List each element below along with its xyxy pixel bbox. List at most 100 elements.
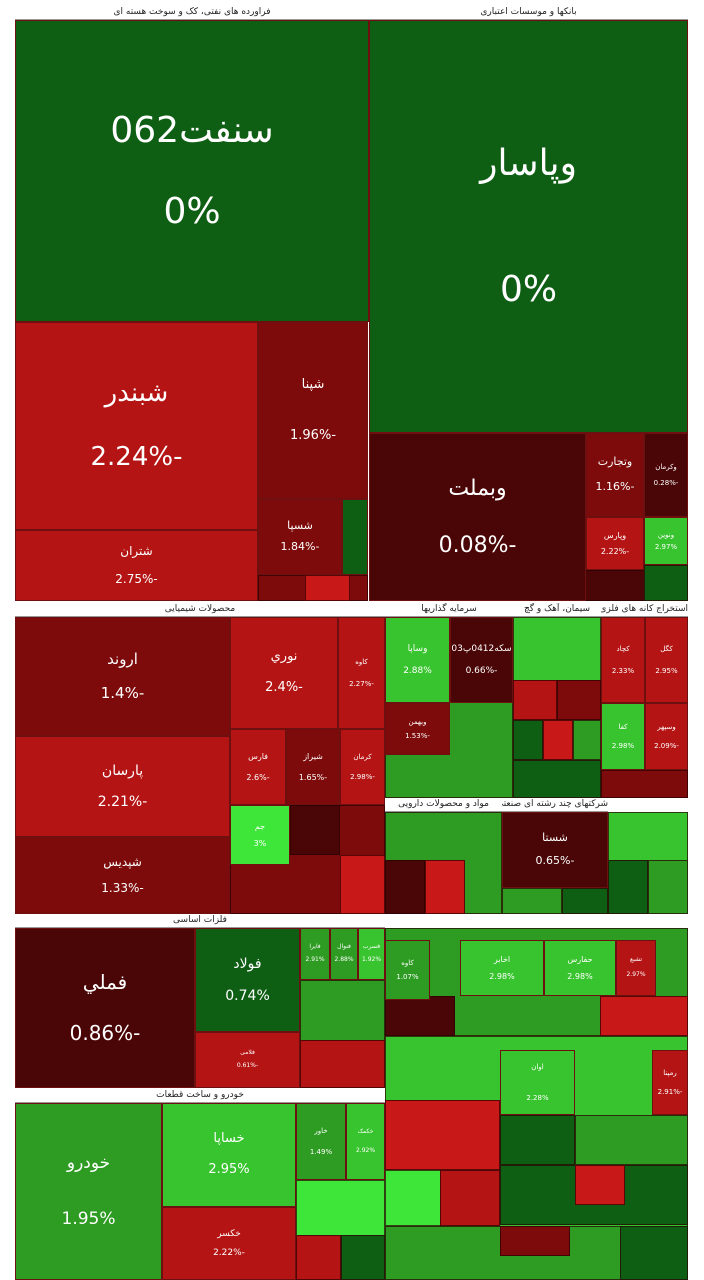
stock-tile[interactable]: خکمک 2.92% bbox=[346, 1103, 385, 1180]
stock-tile[interactable]: وساپا 2.88% bbox=[385, 617, 450, 703]
stock-tile[interactable]: فولاد 0.74% bbox=[195, 928, 300, 1032]
stock-change: 2.91% bbox=[305, 956, 325, 963]
stock-symbol: کفا bbox=[618, 723, 628, 732]
stock-change: -2.6% bbox=[246, 773, 270, 782]
stock-tile[interactable]: حفارس 2.98% bbox=[544, 940, 616, 996]
stock-change: 0.74% bbox=[225, 988, 270, 1004]
stock-change: 0% bbox=[499, 269, 558, 310]
stock-change: -1.33% bbox=[101, 880, 144, 895]
stock-change: -1.53% bbox=[405, 732, 430, 740]
stock-change: -2.22% bbox=[600, 546, 630, 556]
stock-tile[interactable]: شپنا -1.96% bbox=[258, 322, 368, 499]
stock-change: -2.24% bbox=[90, 442, 183, 472]
stock-tile[interactable]: خودرو 1.95% bbox=[15, 1103, 162, 1280]
stock-change: 1.07% bbox=[396, 973, 419, 981]
stock-tile[interactable]: وبملت -0.08% bbox=[369, 433, 586, 601]
stock-symbol: خکسر bbox=[217, 1229, 241, 1240]
stock-tile[interactable]: شتران -2.75% bbox=[15, 530, 258, 601]
stock-symbol: وسپهر bbox=[657, 723, 676, 732]
stock-tile[interactable]: فارس -2.6% bbox=[230, 729, 286, 805]
stock-tile[interactable]: ونوین 2.97% bbox=[644, 517, 688, 565]
stock-symbol: شپنا bbox=[301, 376, 325, 392]
stock-tile[interactable]: کچاد 2.33% bbox=[601, 617, 645, 703]
stock-symbol: وپارس bbox=[603, 531, 627, 541]
stock-tile[interactable]: فنوال 2.88% bbox=[330, 928, 358, 980]
stock-tile[interactable] bbox=[342, 499, 368, 575]
stock-symbol: شبندر bbox=[104, 378, 169, 409]
stock-change: -0.65% bbox=[535, 854, 575, 867]
stock-tile[interactable]: سنفت062 0% bbox=[15, 20, 369, 322]
stock-tile[interactable]: تشبع 2.97% bbox=[616, 940, 656, 996]
stock-tile[interactable]: وتجارت -1.16% bbox=[586, 433, 644, 517]
stock-symbol: خساپا bbox=[213, 1131, 245, 1147]
sector-metal-ore: استخراج کانه های فلزی bbox=[601, 603, 688, 617]
stock-tile[interactable]: فملي -0.86% bbox=[15, 928, 195, 1088]
sector-basic-metals: فلزات اساسی bbox=[15, 914, 385, 928]
stock-change: -2.75% bbox=[115, 571, 158, 586]
stock-change: 2.92% bbox=[355, 1146, 376, 1154]
stock-tile[interactable]: کاوه 1.07% bbox=[385, 940, 430, 1000]
stock-tile[interactable]: نوري -2.4% bbox=[230, 617, 338, 729]
sector-oil-products: فراورده های نفتی، کک و سوخت هسته ای bbox=[15, 6, 369, 20]
stock-tile[interactable]: شپدیس -1.33% bbox=[15, 837, 230, 914]
stock-change: -0.28% bbox=[653, 479, 679, 487]
stock-symbol: شپدیس bbox=[103, 854, 142, 869]
stock-change: 1.92% bbox=[361, 956, 382, 963]
stock-change: -1.4% bbox=[100, 683, 145, 702]
stock-tile[interactable]: کفا 2.98% bbox=[601, 703, 645, 770]
stock-tile[interactable]: فایرا 2.91% bbox=[300, 928, 330, 980]
stock-tile[interactable]: کرمان -2.98% bbox=[340, 729, 385, 805]
stock-symbol: وساپا bbox=[407, 643, 428, 654]
stock-tile[interactable]: وپارس -2.22% bbox=[586, 517, 644, 570]
stock-tile[interactable]: خساپا 2.95% bbox=[162, 1103, 296, 1207]
stock-change: 2.98% bbox=[489, 972, 515, 981]
stock-change: 0% bbox=[163, 191, 221, 232]
stock-change: 2.98% bbox=[611, 741, 635, 750]
stock-tile[interactable]: شسپا -1.84% bbox=[258, 499, 342, 575]
stock-symbol: فلامی bbox=[240, 1049, 255, 1057]
stock-tile[interactable]: وکرمان -0.28% bbox=[644, 433, 688, 517]
stock-tile[interactable]: خکسر -2.22% bbox=[162, 1207, 296, 1280]
sector-title: سیمان، آهک و گچ bbox=[513, 603, 601, 617]
stock-change: -0.86% bbox=[69, 1021, 141, 1045]
stock-symbol: فسرب bbox=[362, 943, 381, 951]
stock-change: 2.33% bbox=[611, 667, 635, 675]
stock-tile[interactable]: فلامی -0.61% bbox=[195, 1032, 300, 1088]
stock-change: -1.65% bbox=[298, 773, 328, 782]
stock-symbol: فارس bbox=[248, 751, 268, 761]
stock-change: 2.28% bbox=[526, 1093, 549, 1102]
stock-change: -2.09% bbox=[654, 741, 679, 750]
stock-tile[interactable]: سکه0412پ03 -0.66% bbox=[450, 617, 513, 703]
stock-change: 2.97% bbox=[654, 543, 678, 551]
stock-symbol: وبملت bbox=[448, 475, 507, 501]
stock-symbol: شتران bbox=[120, 543, 153, 558]
stock-tile[interactable]: شبندر -2.24% bbox=[15, 322, 258, 530]
stock-tile[interactable]: جم 3% bbox=[230, 805, 290, 865]
stock-tile[interactable]: رمپنا -2.91% bbox=[652, 1050, 688, 1115]
stock-tile[interactable]: اخابر 2.98% bbox=[460, 940, 544, 996]
sector-auto: خودرو و ساخت قطعات bbox=[15, 1089, 385, 1103]
stock-change: -0.66% bbox=[465, 666, 498, 676]
stock-tile[interactable]: خاور 1.49% bbox=[296, 1103, 346, 1180]
stock-symbol: فنوال bbox=[337, 943, 351, 951]
stock-tile[interactable]: وپاسار 0% bbox=[369, 20, 688, 433]
stock-tile[interactable]: کاوه -2.27% bbox=[338, 617, 385, 729]
stock-change: -1.96% bbox=[290, 427, 337, 443]
stock-tile[interactable]: پارسان -2.21% bbox=[15, 736, 230, 837]
stock-symbol: وبهمن bbox=[408, 717, 427, 726]
stock-change: 2.95% bbox=[208, 1162, 250, 1177]
stock-tile[interactable]: شیراز -1.65% bbox=[286, 729, 340, 805]
stock-symbol: اوان bbox=[531, 1063, 544, 1072]
stock-tile[interactable]: فسرب 1.92% bbox=[358, 928, 385, 980]
stock-symbol: فملي bbox=[82, 970, 128, 994]
stock-symbol: خاور bbox=[314, 1127, 328, 1136]
stock-tile[interactable]: اروند -1.4% bbox=[15, 617, 230, 736]
stock-symbol: تشبع bbox=[629, 956, 643, 964]
stock-symbol: کاوه bbox=[355, 657, 368, 666]
stock-tile[interactable]: وسپهر -2.09% bbox=[645, 703, 688, 770]
stock-tile[interactable]: شستا -0.65% bbox=[502, 812, 608, 888]
stock-tile[interactable]: اوان 2.28% bbox=[500, 1050, 575, 1115]
stock-tile[interactable]: کگل 2.95% bbox=[645, 617, 688, 703]
stock-tile[interactable]: وبهمن -1.53% bbox=[385, 703, 450, 755]
sector-title: سرمایه گذاریها bbox=[385, 603, 513, 617]
